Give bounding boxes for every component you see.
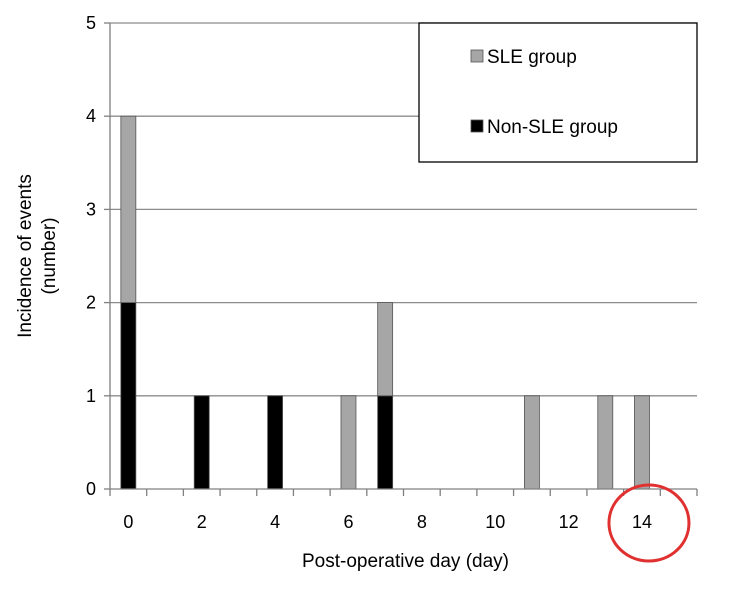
x-tick-label: 14: [632, 512, 652, 532]
x-tick-label: 8: [417, 512, 427, 532]
bar-segment: [377, 302, 394, 397]
y-tick-label: 5: [86, 13, 96, 33]
bar-segment: [524, 395, 540, 490]
x-tick-label: 4: [270, 512, 280, 532]
legend: SLE group Non-SLE group: [418, 22, 698, 163]
legend-label: Non-SLE group: [487, 117, 618, 138]
y-axis-title-line: Incidence of events: [15, 174, 36, 338]
legend-label: SLE group: [487, 47, 577, 68]
y-tick-label: 2: [86, 293, 96, 313]
legend-swatch: [470, 119, 484, 133]
x-tick-label: 2: [197, 512, 207, 532]
y-tick-label: 1: [86, 386, 96, 406]
legend-box: [418, 22, 698, 163]
y-axis-title-line: (number): [39, 217, 60, 294]
highlight-circle: [607, 483, 691, 563]
annotations: [607, 483, 691, 563]
x-tick-label: 12: [559, 512, 579, 532]
y-tick-label: 3: [86, 199, 96, 219]
bar-segment: [377, 395, 394, 490]
x-tick-label: 0: [123, 512, 133, 532]
bar-segment: [193, 395, 210, 490]
x-axis-title: Post-operative day (day): [302, 551, 509, 572]
bar-segment: [340, 395, 357, 490]
y-axis-title: Incidence of events (number): [15, 174, 60, 338]
bar-segment: [597, 395, 614, 490]
y-tick-label: 0: [86, 479, 96, 499]
bar-segment: [267, 395, 283, 490]
bar-segment: [120, 115, 137, 303]
x-tick-label: 10: [485, 512, 505, 532]
y-tick-label: 4: [86, 106, 96, 126]
bar-segment: [634, 395, 650, 490]
bar-segment: [120, 302, 137, 490]
legend-swatch: [470, 49, 484, 63]
x-tick-label: 6: [343, 512, 353, 532]
